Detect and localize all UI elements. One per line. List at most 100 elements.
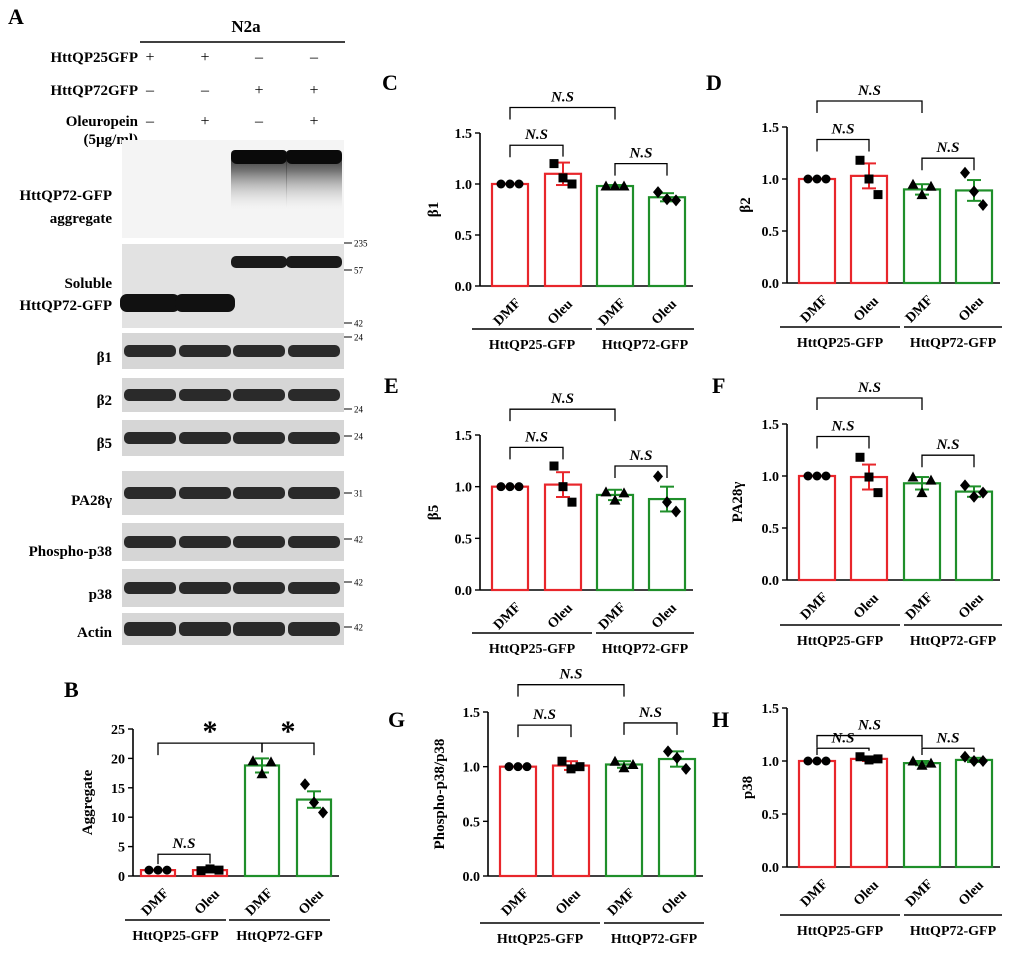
soluble-band-upper <box>286 256 342 268</box>
chart-panel-f: F 0.0 0.5 1.0 1.5 PA28γ N.S N.S N.S DMF Oleu DMF Ole… <box>712 373 1002 649</box>
x-tick-label: Oleu <box>545 297 576 328</box>
significance-label: N.S <box>936 730 960 746</box>
treatment-sign: + <box>254 82 263 99</box>
data-point <box>575 762 585 772</box>
significance-bracket <box>816 138 870 152</box>
y-tick-label: 0.5 <box>762 808 780 823</box>
data-point <box>205 864 215 874</box>
bar <box>490 485 530 592</box>
y-tick-label: 1.0 <box>762 755 780 770</box>
y-tick-label: 10 <box>111 811 125 826</box>
data-point <box>162 865 172 875</box>
panel-label-a: A <box>8 4 24 29</box>
data-point <box>265 756 277 767</box>
significance-bracket <box>517 684 625 697</box>
y-tick-label: 5 <box>118 841 125 856</box>
significance-bracket <box>921 157 975 171</box>
y-tick-label: 0.0 <box>455 584 473 599</box>
mw-marker: 31 <box>354 489 363 499</box>
protein-band <box>124 389 176 401</box>
treatment-signs: + + – – – – + + – + – + <box>145 49 319 130</box>
data-point <box>662 496 672 509</box>
group-label: HttQP25-GFP <box>489 338 576 353</box>
significance-label: N.S <box>629 146 653 162</box>
y-tick-label: 20 <box>111 752 125 767</box>
significance-bracket <box>816 747 870 755</box>
y-tick-label: 1.0 <box>455 178 473 193</box>
data-point <box>672 751 682 764</box>
x-tick-label: DMF <box>605 886 638 919</box>
data-point <box>855 155 865 165</box>
aggregate-smear <box>286 150 342 210</box>
x-tick-label: Oleu <box>659 887 690 918</box>
x-tick-label: Oleu <box>956 591 987 622</box>
significance-label: N.S <box>638 705 662 721</box>
blot-strips <box>120 140 344 645</box>
data-point <box>504 762 514 772</box>
y-tick-label: 0.5 <box>455 229 473 244</box>
x-tick-label: DMF <box>798 877 831 910</box>
data-point <box>214 865 224 875</box>
treatment-sign: + <box>145 49 154 66</box>
y-tick-label: 1.0 <box>463 761 481 776</box>
row-label-oleuropein: Oleuropein <box>66 114 139 130</box>
soluble-band-lower <box>175 294 235 312</box>
data-point <box>864 472 874 482</box>
y-axis-label: Aggregate <box>80 769 96 835</box>
data-point <box>567 497 577 507</box>
data-point <box>873 488 883 498</box>
data-point <box>662 193 672 206</box>
significance-bracket <box>517 724 572 738</box>
data-point <box>600 180 612 191</box>
chart-panel-e: E 0.0 0.5 1.0 1.5 β5 N.S N.S N.S DMF Oleu DMF Oleu Ht… <box>384 373 694 657</box>
protein-band <box>233 622 285 636</box>
treatment-sign: – <box>254 49 264 66</box>
y-tick-label: 1.0 <box>762 173 780 188</box>
significance-label: N.S <box>857 83 881 99</box>
band-label: Actin <box>77 625 113 641</box>
x-tick-label: DMF <box>903 590 936 623</box>
data-point <box>567 179 577 189</box>
band-label: PA28γ <box>71 493 112 509</box>
data-point <box>978 755 988 767</box>
data-point <box>864 755 874 765</box>
data-point <box>812 756 822 766</box>
bar <box>797 474 837 582</box>
band-label: Phospho-p38 <box>29 544 112 560</box>
y-tick-label: 1.5 <box>762 702 780 717</box>
data-point <box>969 185 979 198</box>
mw-marker: 235 <box>354 239 368 249</box>
panel-label-g: G <box>388 707 405 732</box>
data-point <box>558 173 568 183</box>
treatment-sign: – <box>309 49 319 66</box>
blot-labels: HttQP72-GFP aggregate 235 Soluble HttQP72-GF… <box>20 188 368 641</box>
data-point <box>821 756 831 766</box>
data-point <box>803 471 813 481</box>
y-tick-label: 1.5 <box>455 429 473 444</box>
x-tick-label: Oleu <box>956 878 987 909</box>
data-point <box>916 487 928 498</box>
data-point <box>873 754 883 764</box>
significance-label: N.S <box>550 90 574 106</box>
protein-band <box>179 345 231 357</box>
x-tick-label: Oleu <box>545 601 576 632</box>
significance-bracket <box>816 397 923 410</box>
y-tick-label: 1.0 <box>455 481 473 496</box>
data-point <box>609 180 621 191</box>
bar <box>657 757 697 878</box>
bar <box>551 764 591 878</box>
significance-bracket <box>509 144 564 158</box>
data-point <box>505 179 515 189</box>
band-label: β1 <box>97 350 112 366</box>
panel-label-f: F <box>712 373 725 398</box>
protein-band <box>233 389 285 401</box>
protein-band <box>233 536 285 548</box>
band-label: p38 <box>89 587 112 603</box>
data-point <box>855 452 865 462</box>
y-tick-label: 1.5 <box>455 127 473 142</box>
cell-line-label: N2a <box>231 17 261 36</box>
group-label: HttQP25-GFP <box>797 924 884 939</box>
band-label: HttQP72-GFP <box>20 298 112 314</box>
protein-band <box>288 487 340 499</box>
